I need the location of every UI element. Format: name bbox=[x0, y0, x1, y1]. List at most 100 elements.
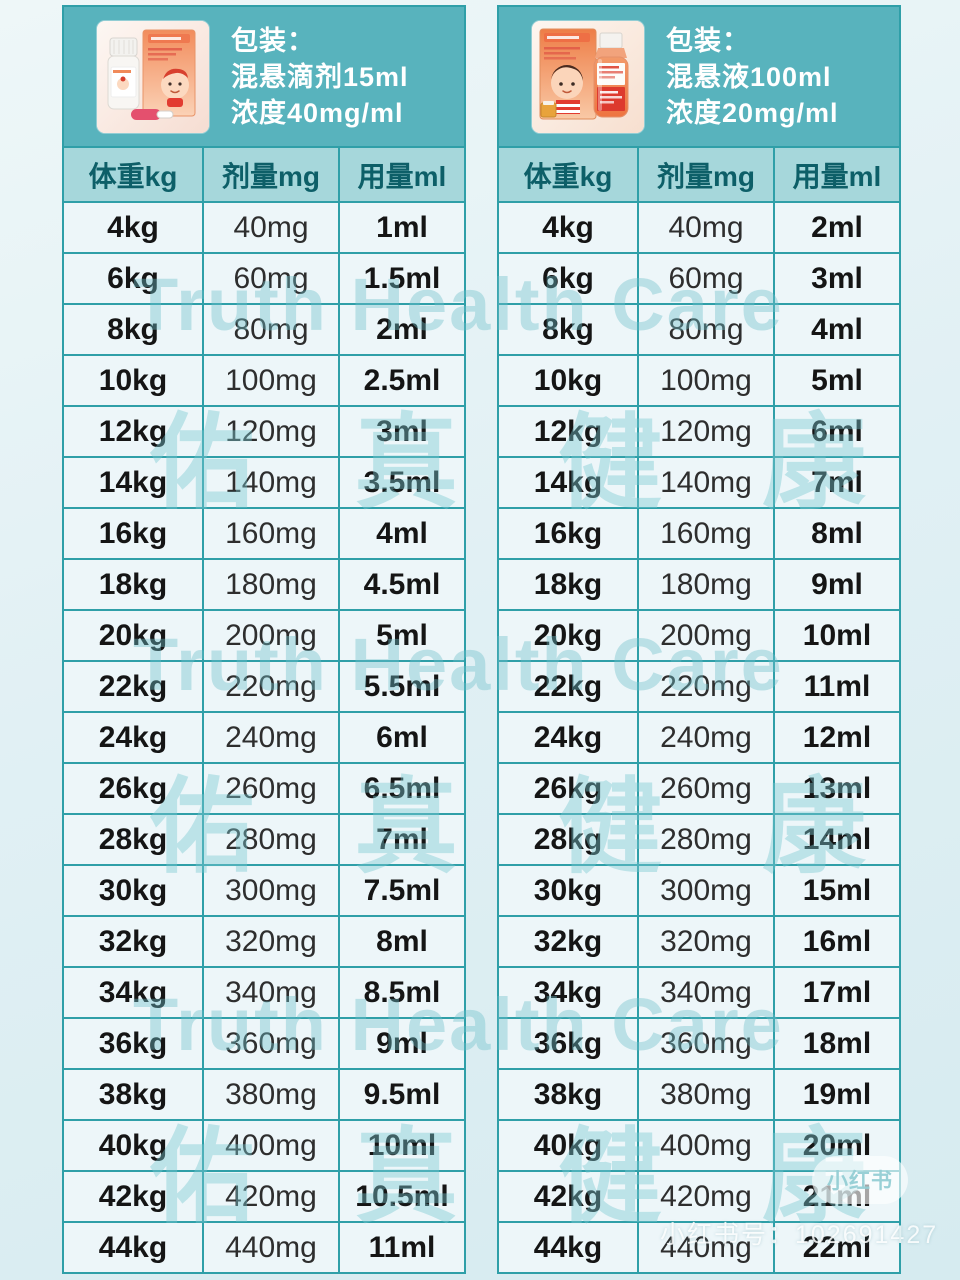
volume-cell: 8.5ml bbox=[340, 968, 464, 1017]
dose-cell: 100mg bbox=[639, 356, 773, 405]
weight-cell: 14kg bbox=[64, 458, 202, 507]
volume-cell: 6.5ml bbox=[340, 764, 464, 813]
volume-cell: 4.5ml bbox=[340, 560, 464, 609]
weight-cell: 24kg bbox=[499, 713, 637, 762]
weight-cell: 30kg bbox=[64, 866, 202, 915]
dose-cell: 380mg bbox=[204, 1070, 338, 1119]
dose-cell: 420mg bbox=[204, 1172, 338, 1221]
weight-cell: 16kg bbox=[64, 509, 202, 558]
dose-cell: 160mg bbox=[204, 509, 338, 558]
weight-cell: 18kg bbox=[499, 560, 637, 609]
volume-cell: 11ml bbox=[340, 1223, 464, 1272]
weight-cell: 16kg bbox=[499, 509, 637, 558]
dose-cell: 40mg bbox=[639, 203, 773, 252]
dose-cell: 360mg bbox=[204, 1019, 338, 1068]
dose-cell: 220mg bbox=[639, 662, 773, 711]
dose-cell: 180mg bbox=[204, 560, 338, 609]
weight-cell: 12kg bbox=[64, 407, 202, 456]
weight-cell: 8kg bbox=[499, 305, 637, 354]
weight-cell: 14kg bbox=[499, 458, 637, 507]
column-header-volume: 用量ml bbox=[775, 148, 899, 201]
weight-cell: 42kg bbox=[64, 1172, 202, 1221]
volume-cell: 3ml bbox=[340, 407, 464, 456]
weight-cell: 28kg bbox=[499, 815, 637, 864]
volume-cell: 21ml bbox=[775, 1172, 899, 1221]
dose-cell: 360mg bbox=[639, 1019, 773, 1068]
volume-cell: 13ml bbox=[775, 764, 899, 813]
volume-cell: 2ml bbox=[340, 305, 464, 354]
weight-cell: 44kg bbox=[499, 1223, 637, 1272]
volume-cell: 9ml bbox=[340, 1019, 464, 1068]
dose-cell: 420mg bbox=[639, 1172, 773, 1221]
dosage-card-suspension: 包装： 混悬液100ml 浓度20mg/ml 体重kg 剂量mg 用量ml 4k… bbox=[497, 5, 901, 1274]
volume-cell: 6ml bbox=[340, 713, 464, 762]
dose-cell: 300mg bbox=[204, 866, 338, 915]
weight-cell: 12kg bbox=[499, 407, 637, 456]
volume-cell: 4ml bbox=[340, 509, 464, 558]
dose-cell: 140mg bbox=[204, 458, 338, 507]
weight-cell: 32kg bbox=[499, 917, 637, 966]
weight-cell: 20kg bbox=[64, 611, 202, 660]
volume-cell: 5.5ml bbox=[340, 662, 464, 711]
volume-cell: 9ml bbox=[775, 560, 899, 609]
package-line1: 混悬滴剂15ml bbox=[231, 61, 409, 92]
dose-cell: 400mg bbox=[204, 1121, 338, 1170]
dose-cell: 80mg bbox=[639, 305, 773, 354]
volume-cell: 20ml bbox=[775, 1121, 899, 1170]
volume-cell: 1ml bbox=[340, 203, 464, 252]
dose-cell: 260mg bbox=[639, 764, 773, 813]
weight-cell: 6kg bbox=[64, 254, 202, 303]
dosage-card-drops: 包装： 混悬滴剂15ml 浓度40mg/ml 体重kg 剂量mg 用量ml 4k… bbox=[62, 5, 466, 1274]
volume-cell: 15ml bbox=[775, 866, 899, 915]
volume-cell: 10ml bbox=[775, 611, 899, 660]
weight-cell: 26kg bbox=[64, 764, 202, 813]
weight-cell: 28kg bbox=[64, 815, 202, 864]
weight-cell: 36kg bbox=[499, 1019, 637, 1068]
volume-cell: 11ml bbox=[775, 662, 899, 711]
card-header-drops: 包装： 混悬滴剂15ml 浓度40mg/ml bbox=[64, 7, 464, 146]
volume-cell: 7.5ml bbox=[340, 866, 464, 915]
volume-cell: 7ml bbox=[340, 815, 464, 864]
volume-cell: 3.5ml bbox=[340, 458, 464, 507]
weight-cell: 34kg bbox=[64, 968, 202, 1017]
column-header-dose: 剂量mg bbox=[204, 148, 338, 201]
dose-cell: 120mg bbox=[639, 407, 773, 456]
dose-cell: 320mg bbox=[204, 917, 338, 966]
dose-cell: 440mg bbox=[204, 1223, 338, 1272]
dose-cell: 300mg bbox=[639, 866, 773, 915]
dose-cell: 120mg bbox=[204, 407, 338, 456]
volume-cell: 12ml bbox=[775, 713, 899, 762]
weight-cell: 26kg bbox=[499, 764, 637, 813]
volume-cell: 1.5ml bbox=[340, 254, 464, 303]
product-photo-suspension bbox=[532, 20, 644, 133]
dose-cell: 200mg bbox=[639, 611, 773, 660]
package-line1: 混悬液100ml bbox=[666, 61, 832, 92]
volume-cell: 2.5ml bbox=[340, 356, 464, 405]
weight-cell: 10kg bbox=[64, 356, 202, 405]
weight-cell: 42kg bbox=[499, 1172, 637, 1221]
weight-cell: 4kg bbox=[499, 203, 637, 252]
weight-cell: 34kg bbox=[499, 968, 637, 1017]
column-header-volume: 用量ml bbox=[340, 148, 464, 201]
weight-cell: 22kg bbox=[499, 662, 637, 711]
volume-cell: 3ml bbox=[775, 254, 899, 303]
dose-cell: 200mg bbox=[204, 611, 338, 660]
drops-bottle-and-box-illustration bbox=[97, 20, 209, 133]
volume-cell: 14ml bbox=[775, 815, 899, 864]
weight-cell: 38kg bbox=[64, 1070, 202, 1119]
package-line2: 浓度40mg/ml bbox=[231, 97, 404, 128]
volume-cell: 7ml bbox=[775, 458, 899, 507]
dose-cell: 80mg bbox=[204, 305, 338, 354]
dose-cell: 60mg bbox=[204, 254, 338, 303]
dose-cell: 380mg bbox=[639, 1070, 773, 1119]
volume-cell: 9.5ml bbox=[340, 1070, 464, 1119]
weight-cell: 8kg bbox=[64, 305, 202, 354]
dose-cell: 400mg bbox=[639, 1121, 773, 1170]
volume-cell: 16ml bbox=[775, 917, 899, 966]
column-header-dose: 剂量mg bbox=[639, 148, 773, 201]
dose-cell: 180mg bbox=[639, 560, 773, 609]
dose-cell: 240mg bbox=[204, 713, 338, 762]
weight-cell: 30kg bbox=[499, 866, 637, 915]
dose-cell: 60mg bbox=[639, 254, 773, 303]
dose-cell: 440mg bbox=[639, 1223, 773, 1272]
